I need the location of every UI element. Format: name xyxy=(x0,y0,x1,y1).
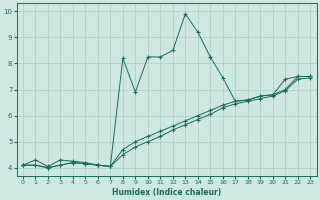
X-axis label: Humidex (Indice chaleur): Humidex (Indice chaleur) xyxy=(112,188,221,197)
